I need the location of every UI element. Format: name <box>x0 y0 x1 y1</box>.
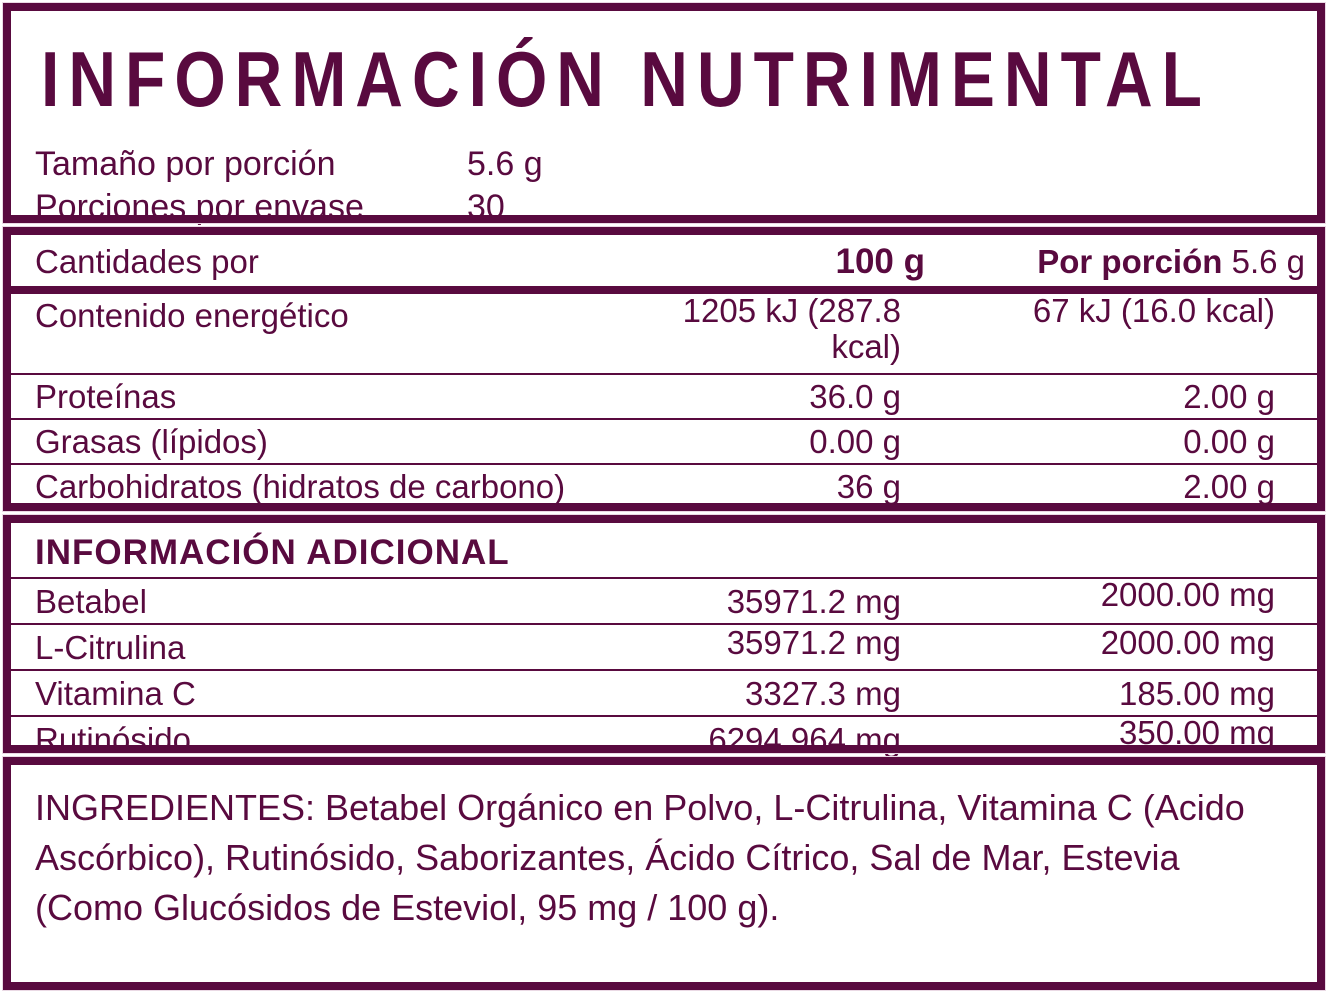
nutrient-name: Carbohidratos (hidratos de carbono) <box>35 468 566 505</box>
label-title: INFORMACIÓN NUTRIMENTAL <box>41 35 1211 123</box>
table-row-rutinosido: Rutinósido 6294.964 mg 350.00 mg <box>11 714 1317 761</box>
per-portion-value: 350.00 mg <box>1119 714 1275 751</box>
ingredients-text: INGREDIENTES: Betabel Orgánico en Polvo,… <box>35 787 1245 928</box>
table-row-fat: Grasas (lípidos) 0.00 g 0.00 g <box>11 420 1317 465</box>
ingredients-panel: INGREDIENTES: Betabel Orgánico en Polvo,… <box>2 756 1326 991</box>
per-100g-value: 3327.3 mg <box>745 675 901 712</box>
servings-per-container-row: Porciones por envase 30 <box>35 186 1293 229</box>
per-portion-value: 185.00 mg <box>1119 675 1275 712</box>
per-100g-value: 36.0 g <box>809 378 901 415</box>
per-portion-value: 2000.00 mg <box>1100 576 1275 613</box>
servings-per-container-label: Porciones por envase <box>35 188 364 226</box>
additional-info-title: INFORMACIÓN ADICIONAL <box>11 523 1317 579</box>
per-100g-value: 1205 kJ (287.8 kcal) <box>682 292 901 365</box>
per-portion-value: 2.00 g <box>1183 468 1275 505</box>
nutrient-name: Contenido energético <box>35 297 349 334</box>
amounts-per-label: Cantidades por <box>35 243 259 280</box>
additional-info-panel: INFORMACIÓN ADICIONAL Betabel 35971.2 mg… <box>2 514 1326 758</box>
table-row-vitamina-c: Vitamina C 3327.3 mg 185.00 mg <box>11 671 1317 717</box>
per-100g-value: 0.00 g <box>809 423 901 460</box>
per-100g-value: 36 g <box>836 468 901 505</box>
table-header-row: Cantidades por 100 g Por porción 5.6 g <box>11 235 1317 294</box>
serving-size-label: Tamaño por porción <box>35 145 336 183</box>
column-header-portion-value: 5.6 g <box>1231 243 1305 280</box>
nutrient-name: Proteínas <box>35 378 177 415</box>
per-100g-value: 35971.2 mg <box>726 583 901 620</box>
ingredient-name: Rutinósido <box>35 721 191 758</box>
per-portion-value: 2.00 g <box>1183 378 1275 415</box>
per-portion-value: 67 kJ (16.0 kcal) <box>1032 292 1275 329</box>
column-header-portion: Por porción 5.6 g <box>941 244 1317 280</box>
nutrient-name: Grasas (lípidos) <box>35 423 268 460</box>
table-row-carbs: Carbohidratos (hidratos de carbono) 36 g… <box>11 465 1317 510</box>
per-portion-value: 0.00 g <box>1183 423 1275 460</box>
column-header-100g: 100 g <box>835 242 926 281</box>
table-row-betabel: Betabel 35971.2 mg 2000.00 mg <box>11 576 1317 625</box>
servings-per-container-value: 30 <box>467 188 505 226</box>
header-panel: INFORMACIÓN NUTRIMENTAL Tamaño por porci… <box>2 2 1326 226</box>
serving-size-value: 5.6 g <box>467 145 543 183</box>
per-100g-value: 6294.964 mg <box>708 721 901 758</box>
table-row-protein: Proteínas 36.0 g 2.00 g <box>11 375 1317 420</box>
nutrition-table-panel: Cantidades por 100 g Por porción 5.6 g C… <box>2 226 1326 550</box>
per-100g-value: 35971.2 mg <box>726 624 901 661</box>
ingredient-name: L-Citrulina <box>35 629 186 666</box>
serving-size-row: Tamaño por porción 5.6 g <box>35 143 1293 186</box>
table-row-energy: Contenido energético 1205 kJ (287.8 kcal… <box>11 292 1317 375</box>
per-portion-value: 2000.00 mg <box>1100 624 1275 661</box>
ingredient-name: Vitamina C <box>35 675 196 712</box>
table-row-citrulina: L-Citrulina 35971.2 mg 2000.00 mg <box>11 625 1317 671</box>
ingredient-name: Betabel <box>35 583 147 620</box>
column-header-portion-bold: Por porción <box>1037 243 1223 280</box>
